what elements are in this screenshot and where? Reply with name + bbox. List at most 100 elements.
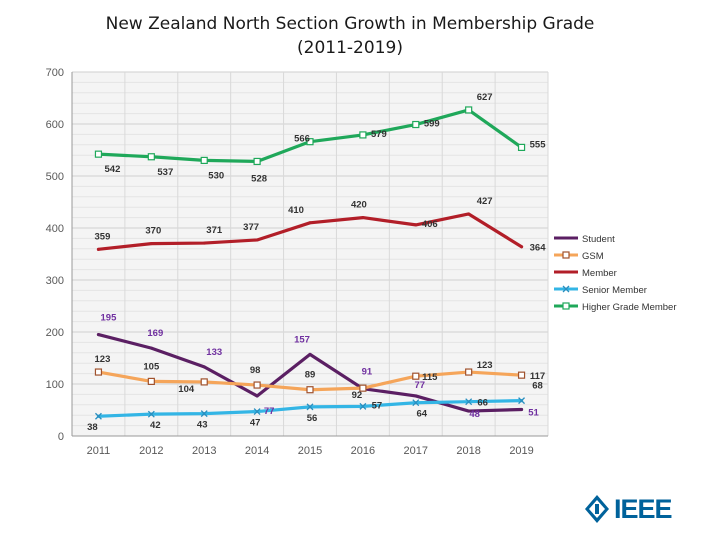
data-label-student: 157	[294, 334, 310, 345]
data-point-member	[308, 221, 312, 225]
data-point-senior-member	[94, 412, 102, 420]
data-point-student	[96, 333, 100, 337]
data-point-gsm	[253, 381, 261, 389]
data-label-student: 133	[206, 347, 222, 358]
data-point-gsm	[412, 372, 420, 380]
data-label-gsm: 117	[530, 371, 545, 382]
data-label-senior-member: 64	[416, 409, 427, 420]
data-label-member: 410	[288, 205, 304, 216]
data-point-student	[467, 409, 471, 413]
data-point-member	[467, 212, 471, 216]
data-point-member	[414, 223, 418, 227]
x-tick-label: 2011	[87, 445, 111, 457]
data-point-senior-member	[359, 402, 367, 410]
data-label-member: 370	[145, 226, 161, 237]
ieee-logo: IEEE	[584, 493, 694, 525]
x-tick-label: 2018	[456, 445, 480, 457]
data-point-student	[414, 394, 418, 398]
data-point-member	[255, 238, 259, 242]
y-tick-label: 100	[46, 379, 64, 391]
data-label-student: 169	[147, 328, 163, 339]
data-point-member	[202, 241, 206, 245]
data-label-member: 406	[422, 219, 438, 230]
x-tick-label: 2013	[192, 445, 216, 457]
data-point-senior-member	[465, 398, 473, 406]
x-tick-label: 2017	[404, 445, 428, 457]
data-point-senior-member	[200, 410, 208, 418]
ieee-diamond-icon	[585, 495, 609, 523]
data-label-member: 377	[243, 222, 259, 233]
data-point-member	[520, 245, 524, 249]
data-point-gsm	[200, 378, 208, 386]
chart-title: New Zealand North Section Growth in Memb…	[0, 12, 700, 60]
data-point-student	[520, 407, 524, 411]
data-point-gsm	[359, 384, 367, 392]
data-label-higher-grade-member: 599	[424, 119, 440, 130]
data-label-higher-grade-member: 555	[530, 139, 547, 150]
legend-label-student: Student	[582, 234, 615, 245]
data-point-student	[308, 352, 312, 356]
data-label-member: 359	[95, 231, 111, 242]
data-label-gsm: 123	[95, 354, 111, 365]
data-label-higher-grade-member: 566	[294, 134, 310, 145]
ieee-logo-text: IEEE	[614, 494, 673, 524]
data-point-higher-grade-member	[465, 106, 473, 114]
data-point-gsm	[465, 368, 473, 376]
data-label-gsm: 89	[305, 370, 316, 381]
data-label-gsm: 92	[352, 390, 363, 401]
data-point-higher-grade-member	[306, 138, 314, 146]
chart-title-line-2: (2011-2019)	[297, 38, 403, 58]
data-label-senior-member: 56	[307, 413, 318, 424]
chart-title-line-1: New Zealand North Section Growth in Memb…	[105, 14, 595, 34]
data-label-senior-member: 43	[197, 420, 208, 431]
data-point-senior-member	[147, 410, 155, 418]
y-tick-label: 200	[46, 327, 64, 339]
data-label-senior-member: 68	[532, 381, 543, 392]
data-label-senior-member: 47	[250, 418, 261, 429]
data-label-senior-member: 57	[372, 400, 383, 411]
data-label-student: 77	[264, 406, 275, 417]
data-label-gsm: 98	[250, 365, 261, 376]
legend-label-gsm: GSM	[582, 251, 604, 262]
legend-marker-gsm	[562, 251, 570, 259]
data-label-higher-grade-member: 528	[251, 173, 267, 184]
data-point-higher-grade-member	[359, 131, 367, 139]
legend-marker-higher-grade-member	[562, 302, 570, 310]
data-point-senior-member	[518, 397, 526, 405]
data-point-higher-grade-member	[517, 143, 526, 151]
data-label-higher-grade-member: 530	[208, 170, 224, 181]
data-label-student: 195	[101, 313, 118, 324]
data-point-higher-grade-member	[412, 120, 420, 129]
data-point-gsm	[147, 377, 155, 385]
legend-label-senior-member: Senior Member	[582, 285, 647, 296]
data-label-member: 427	[477, 196, 493, 207]
data-point-member	[149, 242, 153, 246]
data-label-senior-member: 42	[150, 420, 161, 431]
data-label-member: 371	[206, 225, 223, 236]
data-label-gsm: 104	[178, 384, 195, 395]
data-label-higher-grade-member: 537	[157, 167, 173, 178]
data-label-senior-member: 38	[87, 422, 98, 433]
data-label-senior-member: 66	[477, 398, 488, 409]
data-point-gsm	[94, 368, 103, 376]
data-label-student: 77	[414, 380, 425, 391]
data-point-senior-member	[306, 403, 314, 411]
data-label-student: 91	[362, 367, 373, 378]
data-label-gsm: 123	[477, 360, 493, 371]
x-tick-label: 2016	[351, 445, 375, 457]
data-point-senior-member	[412, 399, 420, 407]
data-label-higher-grade-member: 542	[105, 164, 121, 175]
x-tick-label: 2014	[245, 445, 269, 457]
data-point-higher-grade-member	[253, 157, 261, 166]
y-tick-label: 0	[58, 431, 64, 443]
legend-marker-senior-member	[562, 285, 570, 293]
data-label-higher-grade-member: 579	[371, 129, 387, 140]
data-point-senior-member	[253, 408, 261, 416]
data-label-member: 364	[530, 243, 547, 254]
legend-label-member: Member	[582, 268, 617, 279]
data-label-member: 420	[351, 200, 367, 211]
data-point-member	[96, 247, 100, 251]
y-tick-label: 700	[46, 67, 64, 79]
y-tick-label: 500	[46, 171, 64, 183]
